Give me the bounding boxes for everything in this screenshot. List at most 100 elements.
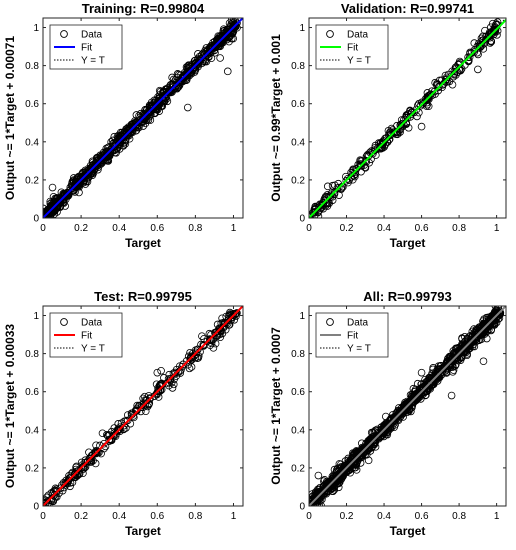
legend-label: Y = T: [347, 56, 371, 67]
data-point: [177, 366, 185, 374]
y-axis-label: Output ~= 1*Target + 0.00033: [3, 324, 17, 489]
data-point: [448, 363, 457, 371]
data-point: [222, 318, 231, 327]
data-point: [440, 79, 448, 88]
data-point: [231, 310, 239, 318]
data-point: [475, 41, 484, 49]
legend-label: Data: [347, 30, 369, 41]
data-point: [309, 211, 314, 218]
fit-line: [43, 306, 243, 506]
fit-line: [309, 19, 506, 218]
data-point: [421, 95, 430, 103]
data-point: [361, 164, 370, 172]
data-point: [155, 86, 164, 95]
data-point: [209, 38, 217, 47]
data-point: [166, 375, 174, 384]
data-point: [145, 394, 154, 402]
data-point: [98, 429, 107, 438]
x-tick-label: 1: [231, 223, 237, 234]
data-point: [83, 177, 92, 186]
data-point: [479, 32, 487, 41]
data-point: [140, 114, 148, 123]
data-point: [332, 466, 341, 475]
data-point: [97, 449, 105, 458]
data-point: [155, 107, 164, 115]
subplot-4: 00 0.2 0.2 0.4 0.4 0.6 0.6 0.8 0.8 1 1 All: R=0.997…: [269, 289, 507, 538]
data-point: [43, 499, 48, 506]
data-point: [447, 391, 456, 400]
x-tick-label: 1: [231, 511, 237, 522]
data-point: [232, 309, 241, 318]
axes-frame: [42, 17, 244, 219]
data-point: [351, 172, 359, 181]
legend-label: Y = T: [347, 344, 371, 355]
data-point: [434, 371, 443, 380]
legend-label: Fit: [347, 43, 358, 54]
data-point: [367, 443, 376, 452]
data-point: [483, 321, 491, 329]
data-point: [174, 368, 183, 377]
data-point: [141, 407, 150, 416]
y-tick-label: 0.6: [25, 387, 39, 398]
data-point: [407, 404, 416, 412]
y-tick-label: 1: [299, 311, 305, 322]
data-point: [152, 390, 161, 399]
x-tick-label: 0.6: [150, 223, 164, 234]
data-point: [71, 469, 79, 478]
data-point: [146, 107, 154, 115]
data-point: [420, 380, 428, 388]
x-tick-label: 1: [494, 511, 500, 522]
data-point: [178, 74, 187, 82]
data-point: [333, 184, 342, 192]
legend: Data Fit Y = T: [315, 312, 389, 358]
data-point: [107, 427, 116, 436]
legend: Data Fit Y = T: [49, 24, 123, 70]
data-point: [456, 343, 464, 351]
data-point: [120, 421, 128, 430]
data-point: [47, 220, 54, 227]
y-tick-label: 1: [33, 311, 39, 322]
data-point: [212, 328, 220, 337]
data-point: [183, 69, 191, 78]
x-tick-label: 0.4: [377, 511, 391, 522]
x-axis-label: Target: [125, 524, 161, 538]
legend-data-marker: [326, 30, 334, 38]
data-point: [122, 424, 130, 432]
data-point: [43, 500, 50, 506]
x-axis-label: Target: [125, 236, 161, 250]
data-point: [131, 117, 139, 125]
data-point: [141, 106, 149, 114]
fit-line: [309, 306, 506, 506]
data-point: [474, 50, 482, 59]
data-point: [216, 54, 224, 62]
chart-title: All: R=0.99793: [363, 289, 452, 304]
data-point: [337, 469, 345, 477]
data-point: [154, 393, 163, 401]
data-point: [204, 48, 213, 57]
data-point: [316, 204, 324, 212]
data-point: [232, 22, 240, 31]
data-point: [375, 145, 384, 153]
data-point: [311, 207, 320, 216]
data-point: [441, 78, 450, 86]
y-tick-label: 0.4: [291, 425, 305, 436]
data-point: [393, 411, 401, 420]
data-point: [52, 487, 61, 496]
y-tick-label: 0.8: [25, 349, 39, 360]
data-point: [64, 190, 73, 198]
y-tick-label: 0.2: [291, 175, 305, 186]
data-point: [463, 350, 471, 358]
data-point: [116, 128, 125, 137]
y-tick-label: 0.4: [291, 137, 305, 148]
data-point: [114, 420, 123, 428]
y-tick-label: 0.4: [25, 425, 39, 436]
data-point: [472, 337, 481, 346]
data-point: [491, 25, 500, 34]
x-tick-label: 0.2: [340, 223, 354, 234]
fit-line: [43, 18, 243, 218]
data-point: [71, 182, 79, 191]
data-point: [362, 450, 371, 459]
data-point: [334, 483, 343, 492]
x-tick-label: 0: [306, 223, 312, 234]
data-point: [43, 215, 48, 218]
